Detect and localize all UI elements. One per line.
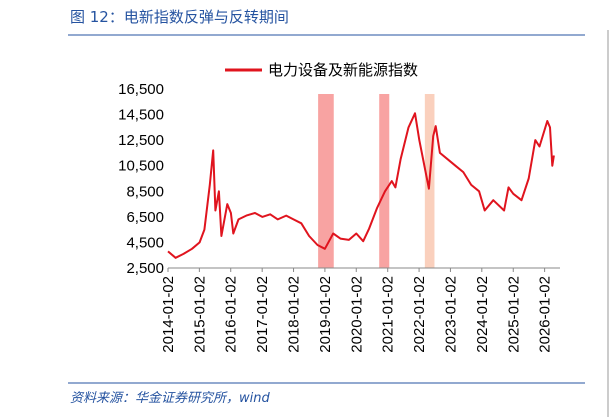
y-tick-label: 16,500 xyxy=(118,81,164,98)
x-tick-label: 2017-01-02 xyxy=(254,276,271,353)
y-tick-label: 2,500 xyxy=(126,260,164,277)
x-tick-label: 2021-01-02 xyxy=(380,276,397,353)
y-tick-label: 8,500 xyxy=(126,183,164,200)
x-tick-label: 2015-01-02 xyxy=(191,276,208,353)
legend-label: 电力设备及新能源指数 xyxy=(268,61,418,79)
y-tick-label: 14,500 xyxy=(118,107,164,124)
x-tick-label: 2025-01-02 xyxy=(505,276,522,353)
x-tick-label: 2014-01-02 xyxy=(160,276,177,353)
x-tick-label: 2019-01-02 xyxy=(317,276,334,353)
y-tick-label: 6,500 xyxy=(126,209,164,226)
line-series xyxy=(167,112,555,259)
shaded-region xyxy=(379,94,390,268)
x-tick-label: 2022-01-02 xyxy=(411,276,428,353)
x-tick-label: 2024-01-02 xyxy=(474,276,491,353)
x-tick-label: 2026-01-02 xyxy=(537,276,554,353)
chart-title: 图 12：电新指数反弹与反转期间 xyxy=(70,8,289,26)
y-tick-label: 12,500 xyxy=(118,132,164,149)
x-tick-label: 2016-01-02 xyxy=(223,276,240,353)
y-tick-label: 4,500 xyxy=(126,234,164,251)
y-tick-label: 10,500 xyxy=(118,158,164,175)
x-tick-label: 2018-01-02 xyxy=(286,276,303,353)
shaded-region xyxy=(318,94,334,268)
x-tick-label: 2023-01-02 xyxy=(442,276,459,353)
source: 资料来源：华金证券研究所，wind xyxy=(70,390,270,406)
x-tick-label: 2020-01-02 xyxy=(348,276,365,353)
